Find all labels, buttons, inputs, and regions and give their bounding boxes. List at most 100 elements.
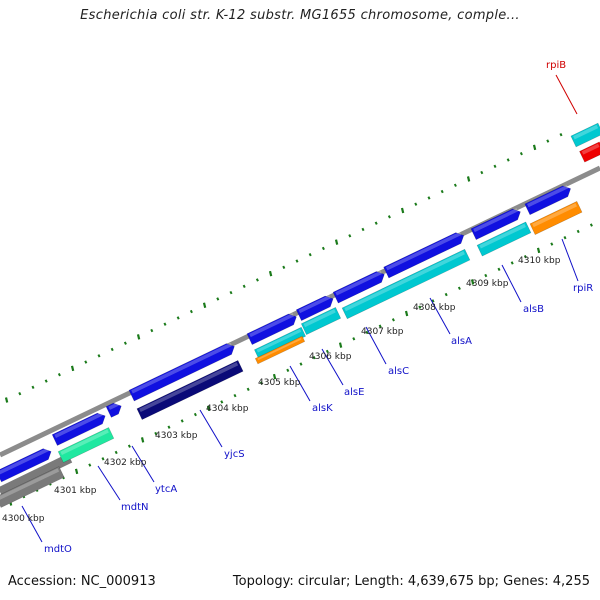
- tick-mark: [295, 259, 299, 263]
- tick-mark: [163, 322, 167, 326]
- tick-mark: [427, 196, 431, 200]
- tick-mark: [167, 425, 171, 429]
- gene-label-rpiR[interactable]: rpiR: [573, 283, 593, 294]
- tick-mark: [493, 164, 497, 168]
- cds-reverse-cyan-alsB[interactable]: [476, 221, 532, 257]
- leader-line: [429, 297, 451, 335]
- cds-reverse-green[interactable]: [57, 427, 115, 463]
- cds-mdtN[interactable]: [51, 411, 108, 446]
- gene-label-alsB[interactable]: alsB: [523, 304, 544, 315]
- tick-mark: [480, 170, 484, 175]
- cds-alsC[interactable]: [332, 269, 387, 304]
- tick-mark: [546, 139, 550, 143]
- cds-reverse-grey[interactable]: [0, 466, 65, 508]
- cds-rpiR[interactable]: [524, 183, 573, 216]
- accession-text: Accession: NC_000913: [8, 574, 156, 589]
- gene-label-rpiB[interactable]: rpiB: [546, 60, 566, 71]
- gene-label-mdtO[interactable]: mdtO: [44, 544, 72, 555]
- label-leader-lines: [21, 74, 579, 543]
- gene-label-alsA[interactable]: alsA: [451, 336, 472, 347]
- tick-mark: [202, 302, 207, 309]
- tick-mark: [97, 354, 101, 358]
- tick-mark: [31, 385, 35, 390]
- cds-mdtO[interactable]: [0, 446, 54, 483]
- tick-mark: [242, 284, 246, 288]
- tick-mark: [418, 305, 422, 309]
- kbp-label: 4303 kbp: [155, 431, 198, 441]
- gene-label-yjcS[interactable]: yjcS: [224, 449, 245, 460]
- tick-mark: [387, 215, 391, 219]
- tick-mark: [88, 463, 92, 467]
- leader-line: [21, 505, 43, 543]
- tick-mark: [282, 265, 286, 270]
- cds-alsB[interactable]: [470, 206, 523, 240]
- kbp-label: 4310 kbp: [518, 256, 561, 266]
- tick-mark: [453, 183, 457, 187]
- tick-mark: [136, 334, 141, 340]
- cds-reverse-cyan-alsE[interactable]: [300, 307, 342, 335]
- backbone-lower: [0, 453, 73, 497]
- tick-mark: [286, 368, 290, 373]
- cds-reverse-orange-rpiR[interactable]: [529, 201, 583, 235]
- tick-mark: [268, 270, 273, 277]
- leader-line: [289, 365, 311, 402]
- tick-mark: [431, 299, 435, 303]
- gene-label-alsE[interactable]: alsE: [344, 387, 364, 398]
- leader-line: [561, 238, 579, 282]
- tick-mark: [154, 431, 158, 436]
- gene-label-alsC[interactable]: alsC: [388, 366, 409, 377]
- tick-mark: [150, 328, 154, 333]
- cds-reverse-cyan-alsK[interactable]: [254, 326, 306, 360]
- tick-mark: [334, 239, 339, 245]
- tick-mark: [519, 151, 523, 156]
- kbp-label: 4306 kbp: [309, 352, 352, 362]
- tick-mark: [576, 229, 580, 234]
- tick-mark: [70, 365, 75, 372]
- gene-label-alsK[interactable]: alsK: [312, 403, 333, 414]
- cds-rpiB-cyan[interactable]: [570, 122, 600, 148]
- tick-mark: [589, 223, 593, 227]
- tick-mark: [374, 221, 378, 225]
- tick-mark: [444, 292, 448, 297]
- cds-yjcS[interactable]: [128, 341, 237, 402]
- feature-tracks[interactable]: [0, 122, 600, 508]
- tick-mark: [4, 397, 9, 403]
- tick-mark: [110, 347, 114, 352]
- tick-mark: [440, 189, 444, 194]
- tick-mark: [457, 286, 461, 290]
- cds-alsK[interactable]: [246, 311, 299, 345]
- gene-label-ytcA[interactable]: ytcA: [155, 484, 177, 495]
- kbp-label: 4307 kbp: [361, 327, 404, 337]
- leader-line: [97, 465, 121, 501]
- tick-mark: [470, 279, 475, 285]
- tick-mark: [229, 290, 233, 295]
- tick-mark: [189, 309, 193, 314]
- tick-mark: [466, 176, 471, 182]
- tick-mark: [57, 373, 61, 377]
- tick-mark: [365, 330, 369, 335]
- leader-line: [131, 445, 155, 483]
- tick-mark: [193, 412, 197, 417]
- tick-mark: [216, 297, 220, 301]
- kbp-label: 4305 kbp: [258, 378, 301, 388]
- outer-tick-ring: [4, 133, 563, 403]
- cds-reverse-orange-alsK[interactable]: [254, 335, 306, 365]
- cds-alsE[interactable]: [295, 293, 335, 321]
- tick-mark: [84, 360, 88, 364]
- cds-reverse-dark[interactable]: [136, 360, 244, 420]
- leader-line: [365, 326, 387, 365]
- cds-reverse-cyan-alsC[interactable]: [341, 248, 471, 320]
- tick-mark: [325, 349, 329, 354]
- gene-label-mdtN[interactable]: mdtN: [121, 502, 149, 513]
- tick-mark: [308, 253, 312, 257]
- tick-mark: [352, 337, 356, 341]
- cds-ytcA[interactable]: [105, 401, 124, 418]
- cds-alsA[interactable]: [383, 230, 467, 279]
- tick-mark: [563, 236, 567, 240]
- leader-line: [199, 409, 223, 448]
- tick-mark: [338, 342, 343, 348]
- tick-mark: [299, 362, 303, 366]
- cds-rpiB-red[interactable]: [579, 141, 600, 163]
- tick-mark: [176, 316, 180, 320]
